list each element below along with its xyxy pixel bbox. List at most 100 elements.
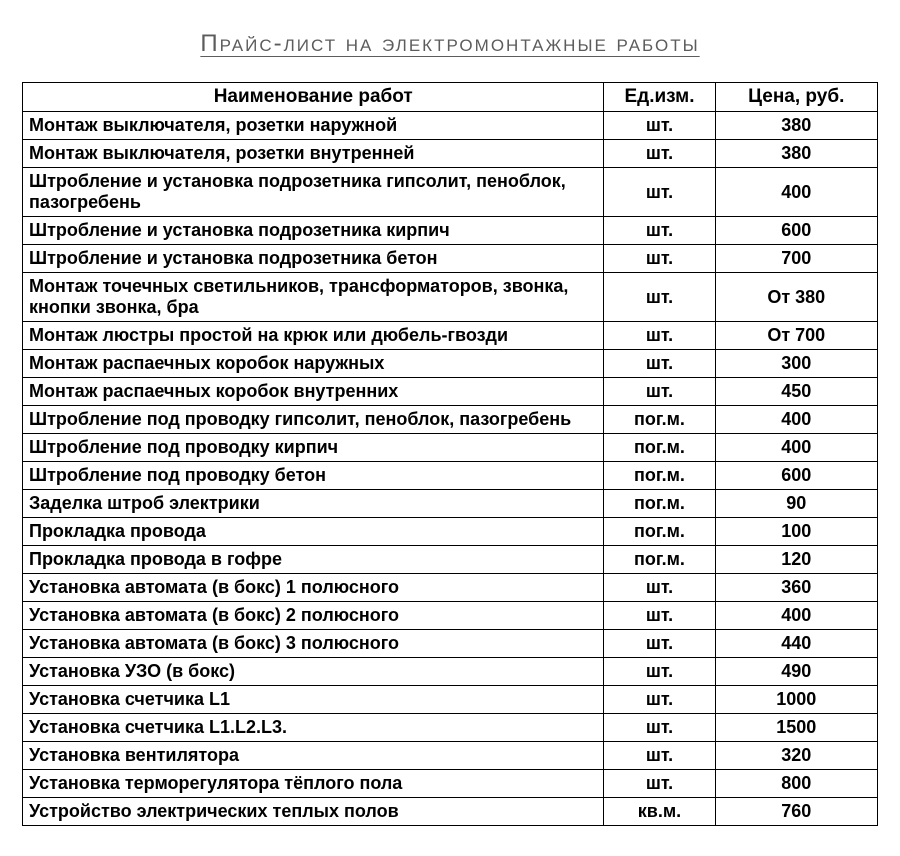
cell-unit: шт. (604, 686, 715, 714)
cell-name: Штробление и установка подрозетника гипс… (23, 168, 604, 217)
cell-unit: шт. (604, 602, 715, 630)
table-row: Устройство электрических теплых половкв.… (23, 798, 878, 826)
cell-unit: кв.м. (604, 798, 715, 826)
cell-name: Штробление и установка подрозетника кирп… (23, 217, 604, 245)
cell-name: Установка терморегулятора тёплого пола (23, 770, 604, 798)
cell-name: Монтаж распаечных коробок наружных (23, 350, 604, 378)
page-title: Прайс-лист на электромонтажные работы (22, 30, 878, 58)
table-row: Штробление и установка подрозетника гипс… (23, 168, 878, 217)
cell-name: Устройство электрических теплых полов (23, 798, 604, 826)
table-row: Монтаж выключателя, розетки внутреннейшт… (23, 140, 878, 168)
cell-price: 600 (715, 217, 877, 245)
cell-name: Штробление и установка подрозетника бето… (23, 245, 604, 273)
cell-name: Установка автомата (в бокс) 2 полюсного (23, 602, 604, 630)
cell-price: 450 (715, 378, 877, 406)
cell-price: 320 (715, 742, 877, 770)
cell-price: От 380 (715, 273, 877, 322)
table-row: Установка счетчика L1.L2.L3.шт.1500 (23, 714, 878, 742)
cell-price: 700 (715, 245, 877, 273)
cell-name: Монтаж выключателя, розетки внутренней (23, 140, 604, 168)
table-row: Прокладка проводапог.м.100 (23, 518, 878, 546)
cell-unit: шт. (604, 658, 715, 686)
cell-name: Монтаж люстры простой на крюк или дюбель… (23, 322, 604, 350)
cell-name: Прокладка провода в гофре (23, 546, 604, 574)
cell-name: Штробление под проводку бетон (23, 462, 604, 490)
cell-name: Штробление под проводку гипсолит, пенобл… (23, 406, 604, 434)
cell-price: 400 (715, 434, 877, 462)
price-table: Наименование работ Ед.изм. Цена, руб. Мо… (22, 82, 878, 826)
cell-unit: шт. (604, 742, 715, 770)
cell-name: Прокладка провода (23, 518, 604, 546)
table-row: Заделка штроб электрикипог.м.90 (23, 490, 878, 518)
cell-name: Установка счетчика L1 (23, 686, 604, 714)
cell-price: 400 (715, 406, 877, 434)
cell-price: 100 (715, 518, 877, 546)
cell-price: 1500 (715, 714, 877, 742)
table-row: Установка автомата (в бокс) 3 полюсногош… (23, 630, 878, 658)
cell-price: 800 (715, 770, 877, 798)
cell-unit: шт. (604, 574, 715, 602)
table-row: Монтаж выключателя, розетки наружнойшт.3… (23, 112, 878, 140)
cell-unit: шт. (604, 630, 715, 658)
cell-unit: шт. (604, 245, 715, 273)
cell-unit: пог.м. (604, 434, 715, 462)
cell-name: Установка счетчика L1.L2.L3. (23, 714, 604, 742)
cell-unit: шт. (604, 322, 715, 350)
cell-price: 760 (715, 798, 877, 826)
col-header-name: Наименование работ (23, 83, 604, 112)
cell-unit: пог.м. (604, 490, 715, 518)
cell-name: Установка автомата (в бокс) 3 полюсного (23, 630, 604, 658)
table-row: Установка автомата (в бокс) 1 полюсногош… (23, 574, 878, 602)
cell-price: 380 (715, 112, 877, 140)
table-row: Монтаж точечных светильников, трансформа… (23, 273, 878, 322)
cell-price: 490 (715, 658, 877, 686)
cell-unit: пог.м. (604, 546, 715, 574)
cell-unit: шт. (604, 770, 715, 798)
table-row: Установка вентиляторашт.320 (23, 742, 878, 770)
table-header-row: Наименование работ Ед.изм. Цена, руб. (23, 83, 878, 112)
table-row: Монтаж люстры простой на крюк или дюбель… (23, 322, 878, 350)
cell-name: Монтаж распаечных коробок внутренних (23, 378, 604, 406)
cell-price: 600 (715, 462, 877, 490)
cell-name: Установка вентилятора (23, 742, 604, 770)
cell-unit: шт. (604, 714, 715, 742)
table-row: Установка автомата (в бокс) 2 полюсногош… (23, 602, 878, 630)
table-row: Штробление под проводку бетонпог.м.600 (23, 462, 878, 490)
cell-price: От 700 (715, 322, 877, 350)
table-row: Штробление под проводку гипсолит, пенобл… (23, 406, 878, 434)
table-row: Установка УЗО (в бокс)шт.490 (23, 658, 878, 686)
cell-unit: пог.м. (604, 518, 715, 546)
table-row: Прокладка провода в гофрепог.м.120 (23, 546, 878, 574)
table-row: Установка счетчика L1шт.1000 (23, 686, 878, 714)
cell-price: 380 (715, 140, 877, 168)
cell-price: 400 (715, 168, 877, 217)
col-header-unit: Ед.изм. (604, 83, 715, 112)
cell-unit: шт. (604, 140, 715, 168)
cell-unit: пог.м. (604, 406, 715, 434)
cell-name: Монтаж выключателя, розетки наружной (23, 112, 604, 140)
table-row: Установка терморегулятора тёплого полашт… (23, 770, 878, 798)
cell-price: 440 (715, 630, 877, 658)
cell-price: 400 (715, 602, 877, 630)
cell-price: 1000 (715, 686, 877, 714)
cell-name: Установка автомата (в бокс) 1 полюсного (23, 574, 604, 602)
table-row: Штробление и установка подрозетника бето… (23, 245, 878, 273)
cell-unit: шт. (604, 168, 715, 217)
cell-price: 120 (715, 546, 877, 574)
cell-name: Установка УЗО (в бокс) (23, 658, 604, 686)
col-header-price: Цена, руб. (715, 83, 877, 112)
table-row: Штробление и установка подрозетника кирп… (23, 217, 878, 245)
cell-price: 360 (715, 574, 877, 602)
cell-unit: шт. (604, 378, 715, 406)
cell-unit: шт. (604, 350, 715, 378)
table-row: Монтаж распаечных коробок внутреннихшт.4… (23, 378, 878, 406)
cell-unit: шт. (604, 273, 715, 322)
cell-price: 90 (715, 490, 877, 518)
cell-name: Монтаж точечных светильников, трансформа… (23, 273, 604, 322)
cell-name: Штробление под проводку кирпич (23, 434, 604, 462)
cell-name: Заделка штроб электрики (23, 490, 604, 518)
table-row: Монтаж распаечных коробок наружныхшт.300 (23, 350, 878, 378)
table-row: Штробление под проводку кирпичпог.м.400 (23, 434, 878, 462)
cell-unit: шт. (604, 112, 715, 140)
cell-price: 300 (715, 350, 877, 378)
